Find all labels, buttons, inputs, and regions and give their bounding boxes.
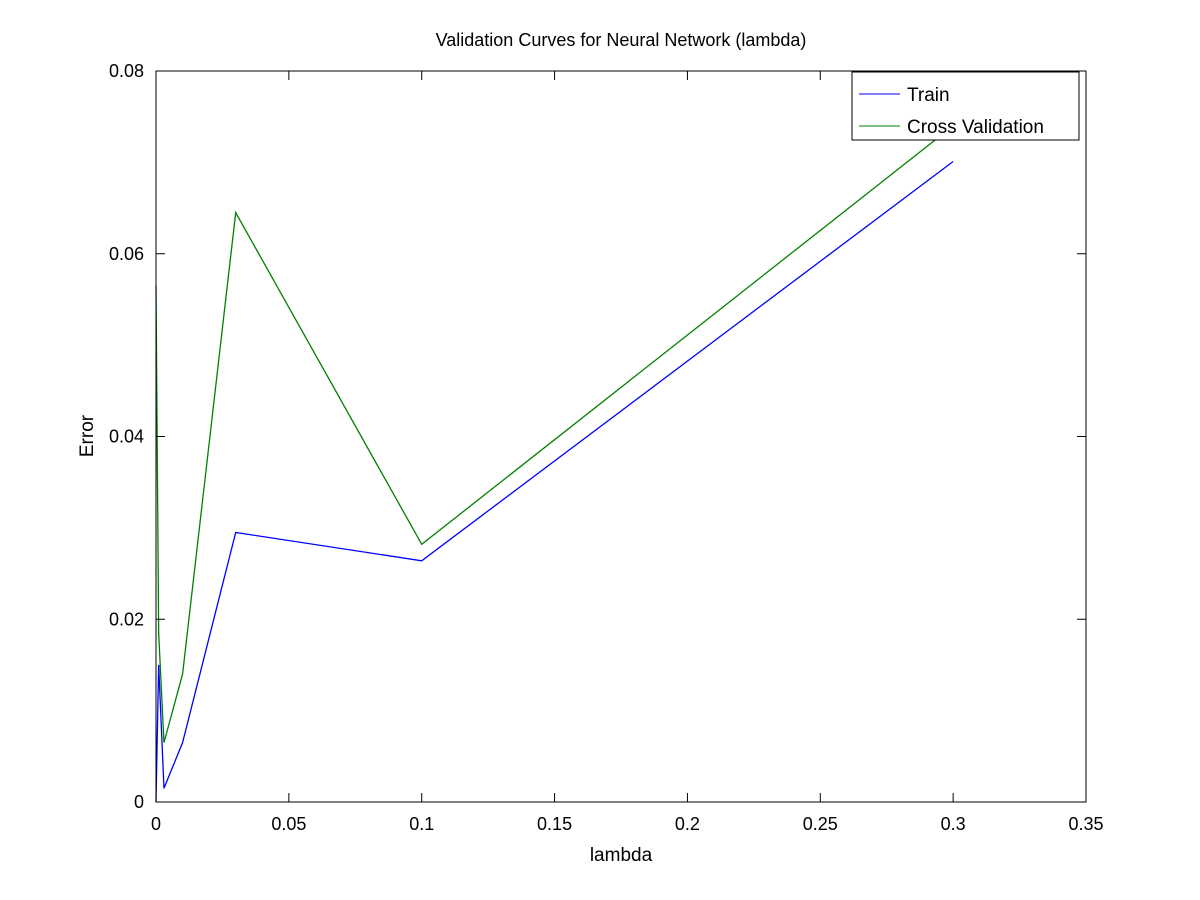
ticks-layer: 0 0.05 0.1 0.15 0.2 0.25 0.3 0.35 0 0.02 0.04 0.06 0…	[109, 61, 1104, 834]
series-line-cross-validation	[155, 125, 954, 743]
series-line-train	[155, 160, 954, 803]
legend-box	[851, 71, 1080, 141]
legend-label-cross-validation: Cross Validation	[907, 117, 1044, 138]
y-tick-label: 0	[134, 792, 144, 812]
series-layer	[155, 125, 954, 803]
y-tick-label: 0.02	[109, 609, 144, 629]
x-tick-label: 0.1	[409, 814, 434, 834]
y-tick-label: 0.06	[109, 244, 144, 264]
y-axis-label: Error	[77, 414, 98, 457]
y-tick-label: 0.08	[109, 61, 144, 81]
chart-title: Validation Curves for Neural Network (la…	[436, 30, 807, 50]
x-tick-label: 0.15	[537, 814, 572, 834]
x-tick-label: 0.2	[675, 814, 700, 834]
legend: Train Cross Validation	[851, 71, 1080, 141]
x-axis-label: lambda	[590, 845, 653, 866]
legend-label-train: Train	[907, 85, 950, 106]
y-tick-label: 0.04	[109, 427, 144, 447]
x-tick-label: 0.05	[271, 814, 306, 834]
x-tick-label: 0.25	[803, 814, 838, 834]
plot-background	[156, 71, 1086, 802]
x-tick-label: 0.35	[1068, 814, 1103, 834]
x-tick-label: 0	[151, 814, 161, 834]
x-tick-label: 0.3	[941, 814, 966, 834]
